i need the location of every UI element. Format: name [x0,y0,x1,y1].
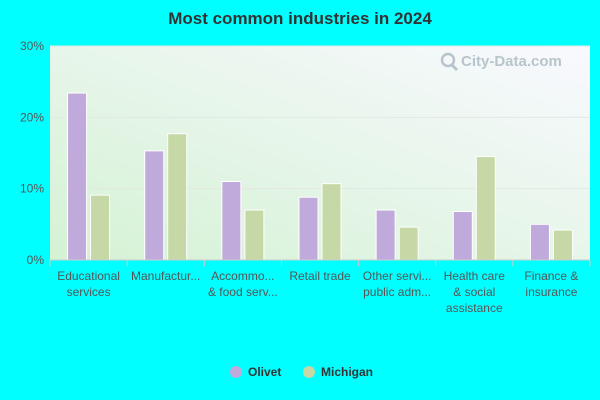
x-tick-label: Other servi... public adm... [363,269,432,299]
legend-swatch-olivet [230,366,242,378]
x-tick-label-line: Educational [57,269,120,283]
gridlines [50,45,590,190]
x-axis-ticks: Educational services Manufactur... Accommo.… [49,260,591,315]
bar-olivet-3 [298,196,319,261]
bar-michigan-6 [552,229,573,261]
chart-title: Most common industries in 2024 [168,9,432,28]
x-tick-label: Finance & insurance [524,269,578,299]
x-tick-label-line: & food serv... [208,285,278,299]
bar-olivet-4 [375,209,396,261]
bar-olivet-2 [221,181,242,261]
bar-michigan-5 [475,156,496,261]
bar-olivet-0 [67,92,88,261]
y-tick-label: 0% [27,253,45,267]
x-tick-label: Health care & social assistance [444,269,506,315]
bar-olivet-5 [452,210,473,261]
bar-michigan-4 [398,226,419,261]
legend-label-olivet: Olivet [248,365,281,379]
y-tick-label: 30% [20,39,44,53]
x-tick-label-line: Other servi... [363,269,432,283]
y-tick-label: 10% [20,182,44,196]
bar-olivet-6 [529,223,550,261]
x-tick-label-line: Manufactur... [131,269,200,283]
x-tick-label-line: public adm... [363,285,431,299]
x-tick-label: Retail trade [289,269,351,283]
legend: Olivet Michigan [230,365,373,379]
x-tick-label-line: Health care [444,269,506,283]
x-tick-label-line: services [67,285,111,299]
watermark: City-Data.com [440,52,562,72]
bar-olivet-1 [144,150,165,261]
bar-michigan-3 [321,183,342,261]
legend-label-michigan: Michigan [321,365,373,379]
bar-michigan-0 [90,194,111,261]
plot-background [50,46,590,260]
bar-michigan-2 [244,209,265,261]
watermark-text: City-Data.com [461,53,562,70]
x-tick-label-line: & social [453,285,495,299]
y-axis-ticks: 0% 10% 20% 30% [20,39,44,267]
x-tick-label: Manufactur... [131,269,200,283]
magnifier-icon [440,52,459,72]
x-tick-label: Accommo... & food serv... [208,269,278,299]
y-tick-label: 20% [20,110,44,124]
x-tick-label-line: Finance & [524,269,578,283]
x-tick-label-line: Retail trade [289,269,351,283]
x-tick-label-line: Accommo... [211,269,274,283]
x-tick-label-line: assistance [446,301,503,315]
legend-swatch-michigan [303,366,315,378]
bars [67,92,573,261]
x-tick-label: Educational services [57,269,120,299]
x-tick-label-line: insurance [525,285,577,299]
bar-michigan-1 [167,133,188,261]
